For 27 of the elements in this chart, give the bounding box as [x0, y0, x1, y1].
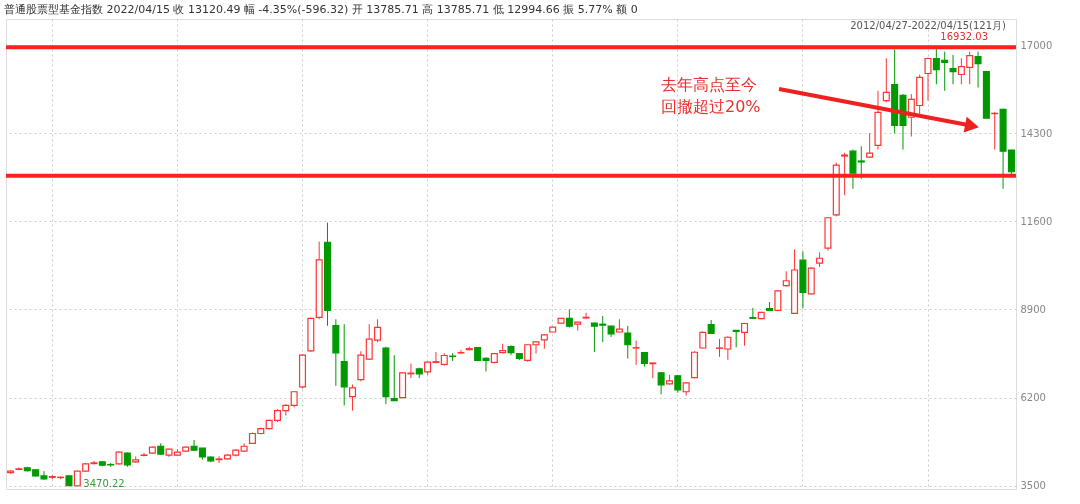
- candlestick: [924, 57, 932, 102]
- candlestick: [457, 349, 465, 355]
- candlestick: [582, 312, 590, 320]
- candlestick: [866, 132, 874, 159]
- candlestick: [974, 51, 982, 89]
- y-tick-label: 8900: [1020, 303, 1046, 315]
- y-tick-label: 3500: [1020, 480, 1046, 492]
- annotation: 3470.22: [83, 477, 125, 489]
- y-tick-label: 6200: [1020, 392, 1046, 404]
- y-tick-label: 17000: [1020, 39, 1053, 51]
- candlestick: [649, 362, 657, 379]
- candlestick: [624, 325, 632, 359]
- candlestick: [841, 152, 849, 196]
- chart-title: 普通股票型基金指数 2022/04/15 收 13120.49 幅 -4.35%(-596.32) 开 13785.71 高 13785.71 低 12994.66 振 5.77% 额 0: [4, 3, 638, 16]
- annotation: 16932.03: [940, 31, 989, 43]
- candlestick: [632, 339, 640, 366]
- candlestick: [882, 57, 890, 103]
- annotation: 去年高点至今: [661, 75, 757, 94]
- y-tick-label: 14300: [1020, 127, 1053, 139]
- candlestick: [390, 354, 398, 402]
- candlestick: [349, 384, 357, 412]
- annotation: 2012/04/27-2022/04/15(121月): [850, 20, 1007, 31]
- candlestick: [657, 371, 665, 395]
- candlestick: [749, 307, 757, 320]
- y-tick-label: 11600: [1020, 215, 1053, 227]
- annotation: 回撤超过20%: [661, 97, 761, 116]
- candlestick: [949, 54, 957, 85]
